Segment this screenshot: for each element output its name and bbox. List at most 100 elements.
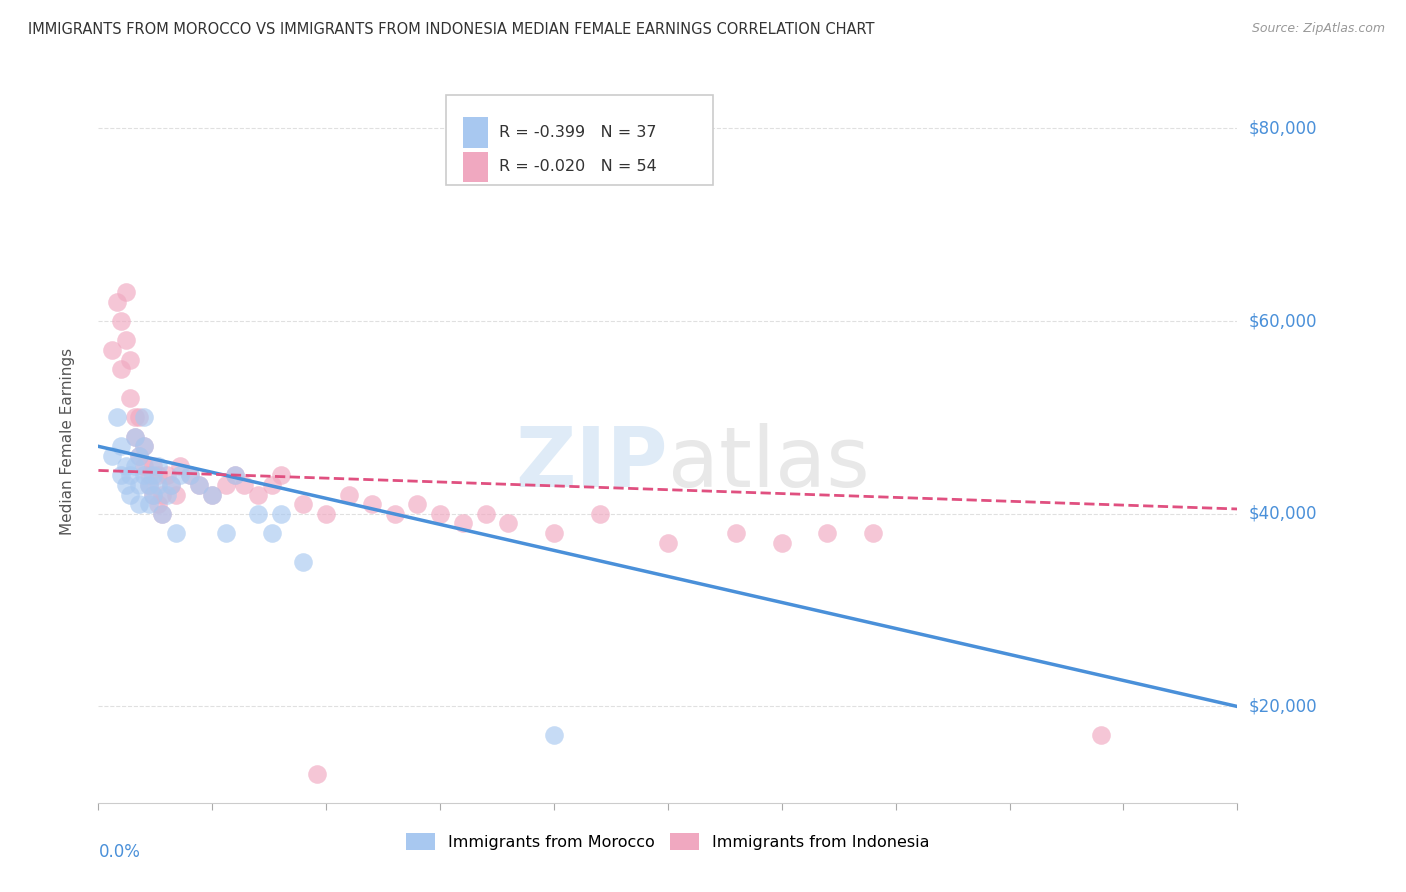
Point (114, 458, 136, 473)
Point (128, 410, 150, 425)
Text: R = -0.020   N = 54: R = -0.020 N = 54 (499, 160, 657, 175)
Legend: Immigrants from Morocco, Immigrants from Indonesia: Immigrants from Morocco, Immigrants from… (399, 827, 936, 856)
Point (160, 478, 183, 492)
Point (138, 468, 160, 483)
Point (132, 458, 155, 473)
Point (132, 439, 155, 453)
Point (725, 526, 748, 541)
Point (146, 458, 169, 473)
Point (146, 478, 169, 492)
Point (132, 439, 155, 453)
Point (292, 497, 315, 511)
Point (165, 487, 187, 501)
Text: ZIP: ZIP (516, 423, 668, 504)
Point (260, 526, 283, 541)
Point (142, 468, 165, 483)
Point (1090, 728, 1112, 742)
Point (474, 507, 496, 521)
Bar (463, 152, 488, 182)
Point (105, 294, 128, 309)
Point (498, 516, 520, 531)
Point (124, 410, 146, 425)
Text: $60,000: $60,000 (1249, 312, 1317, 330)
Point (124, 430, 146, 444)
Point (110, 314, 132, 328)
Point (224, 468, 246, 483)
Point (128, 449, 150, 463)
Point (142, 458, 165, 473)
Point (384, 507, 406, 521)
Point (169, 458, 191, 473)
Point (429, 507, 451, 521)
Point (246, 507, 269, 521)
Point (246, 487, 269, 501)
Text: $80,000: $80,000 (1249, 120, 1317, 137)
Point (114, 285, 136, 300)
Point (150, 507, 173, 521)
Text: IMMIGRANTS FROM MOROCCO VS IMMIGRANTS FROM INDONESIA MEDIAN FEMALE EARNINGS CORR: IMMIGRANTS FROM MOROCCO VS IMMIGRANTS FR… (28, 22, 875, 37)
Point (270, 507, 292, 521)
Point (543, 728, 565, 742)
Point (132, 410, 155, 425)
Point (114, 478, 136, 492)
Point (156, 487, 179, 501)
Point (315, 507, 337, 521)
Point (187, 478, 209, 492)
Point (120, 352, 142, 367)
Point (160, 478, 183, 492)
Point (215, 526, 238, 541)
Text: R = -0.399   N = 37: R = -0.399 N = 37 (499, 125, 657, 140)
Point (128, 478, 150, 492)
Point (543, 526, 565, 541)
Point (270, 468, 292, 483)
Point (150, 487, 173, 501)
Point (128, 449, 150, 463)
Point (156, 468, 179, 483)
Point (233, 478, 256, 492)
Point (142, 487, 165, 501)
Point (110, 439, 132, 453)
Point (142, 487, 165, 501)
Point (187, 478, 209, 492)
Point (138, 478, 160, 492)
Point (862, 526, 884, 541)
Y-axis label: Median Female Earnings: Median Female Earnings (60, 348, 75, 535)
Text: Source: ZipAtlas.com: Source: ZipAtlas.com (1251, 22, 1385, 36)
Bar (463, 118, 488, 148)
Point (451, 516, 474, 531)
Point (138, 478, 160, 492)
Point (124, 430, 146, 444)
Point (124, 458, 146, 473)
Point (138, 497, 160, 511)
Point (101, 449, 124, 463)
Point (406, 497, 429, 511)
Point (360, 497, 382, 511)
Point (215, 478, 238, 492)
Point (128, 497, 150, 511)
Point (101, 343, 124, 357)
Point (165, 526, 187, 541)
Point (292, 555, 315, 569)
Point (105, 410, 128, 425)
Point (588, 507, 610, 521)
Point (120, 487, 142, 501)
Point (120, 468, 142, 483)
Point (307, 767, 329, 781)
Point (169, 468, 191, 483)
FancyBboxPatch shape (446, 95, 713, 185)
Text: $20,000: $20,000 (1249, 698, 1317, 715)
Point (657, 535, 679, 549)
Point (132, 468, 155, 483)
Point (815, 526, 838, 541)
Text: 0.0%: 0.0% (98, 843, 141, 861)
Point (201, 487, 224, 501)
Point (146, 497, 169, 511)
Point (337, 487, 360, 501)
Point (120, 391, 142, 405)
Point (201, 487, 224, 501)
Point (179, 468, 201, 483)
Text: $40,000: $40,000 (1249, 505, 1317, 523)
Point (146, 468, 169, 483)
Point (114, 334, 136, 348)
Point (260, 478, 283, 492)
